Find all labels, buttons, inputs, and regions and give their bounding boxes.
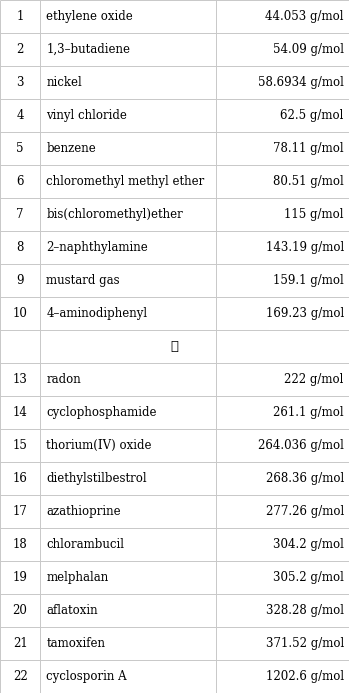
Text: azathioprine: azathioprine <box>46 505 121 518</box>
Text: 2: 2 <box>16 43 24 56</box>
Text: 9: 9 <box>16 274 24 287</box>
Text: 115 g/mol: 115 g/mol <box>284 208 344 221</box>
Text: 305.2 g/mol: 305.2 g/mol <box>273 571 344 584</box>
Text: tamoxifen: tamoxifen <box>46 637 105 650</box>
Text: vinyl chloride: vinyl chloride <box>46 109 127 122</box>
Text: 3: 3 <box>16 76 24 89</box>
Text: 22: 22 <box>13 670 28 683</box>
Text: 5: 5 <box>16 142 24 155</box>
Text: 80.51 g/mol: 80.51 g/mol <box>273 175 344 188</box>
Text: 8: 8 <box>16 241 24 254</box>
Text: mustard gas: mustard gas <box>46 274 120 287</box>
Text: 261.1 g/mol: 261.1 g/mol <box>273 406 344 419</box>
Text: 4: 4 <box>16 109 24 122</box>
Text: 18: 18 <box>13 538 28 551</box>
Text: 4–aminodiphenyl: 4–aminodiphenyl <box>46 307 148 320</box>
Text: 21: 21 <box>13 637 28 650</box>
Text: 15: 15 <box>13 439 28 452</box>
Text: 159.1 g/mol: 159.1 g/mol <box>273 274 344 287</box>
Text: 268.36 g/mol: 268.36 g/mol <box>266 472 344 485</box>
Text: 54.09 g/mol: 54.09 g/mol <box>273 43 344 56</box>
Text: benzene: benzene <box>46 142 96 155</box>
Text: 2–naphthylamine: 2–naphthylamine <box>46 241 148 254</box>
Text: aflatoxin: aflatoxin <box>46 604 98 617</box>
Text: 17: 17 <box>13 505 28 518</box>
Text: 10: 10 <box>13 307 28 320</box>
Text: 58.6934 g/mol: 58.6934 g/mol <box>258 76 344 89</box>
Text: 222 g/mol: 222 g/mol <box>284 373 344 386</box>
Text: 16: 16 <box>13 472 28 485</box>
Text: diethylstilbestrol: diethylstilbestrol <box>46 472 147 485</box>
Text: 371.52 g/mol: 371.52 g/mol <box>266 637 344 650</box>
Text: bis(chloromethyl)ether: bis(chloromethyl)ether <box>46 208 183 221</box>
Text: 19: 19 <box>13 571 28 584</box>
Text: cyclophosphamide: cyclophosphamide <box>46 406 157 419</box>
Text: 7: 7 <box>16 208 24 221</box>
Text: chlorambucil: chlorambucil <box>46 538 124 551</box>
Text: chloromethyl methyl ether: chloromethyl methyl ether <box>46 175 205 188</box>
Text: 78.11 g/mol: 78.11 g/mol <box>273 142 344 155</box>
Text: 328.28 g/mol: 328.28 g/mol <box>266 604 344 617</box>
Text: 62.5 g/mol: 62.5 g/mol <box>280 109 344 122</box>
Text: ⋮: ⋮ <box>171 340 178 353</box>
Text: 14: 14 <box>13 406 28 419</box>
Text: melphalan: melphalan <box>46 571 109 584</box>
Text: ethylene oxide: ethylene oxide <box>46 10 133 23</box>
Text: thorium(IV) oxide: thorium(IV) oxide <box>46 439 152 452</box>
Text: 1,3–butadiene: 1,3–butadiene <box>46 43 131 56</box>
Text: nickel: nickel <box>46 76 82 89</box>
Text: 277.26 g/mol: 277.26 g/mol <box>266 505 344 518</box>
Text: radon: radon <box>46 373 81 386</box>
Text: 1202.6 g/mol: 1202.6 g/mol <box>266 670 344 683</box>
Text: 264.036 g/mol: 264.036 g/mol <box>258 439 344 452</box>
Text: 13: 13 <box>13 373 28 386</box>
Text: 20: 20 <box>13 604 28 617</box>
Text: 6: 6 <box>16 175 24 188</box>
Text: 169.23 g/mol: 169.23 g/mol <box>266 307 344 320</box>
Text: 143.19 g/mol: 143.19 g/mol <box>266 241 344 254</box>
Text: cyclosporin A: cyclosporin A <box>46 670 127 683</box>
Text: 1: 1 <box>16 10 24 23</box>
Text: 304.2 g/mol: 304.2 g/mol <box>273 538 344 551</box>
Text: 44.053 g/mol: 44.053 g/mol <box>265 10 344 23</box>
